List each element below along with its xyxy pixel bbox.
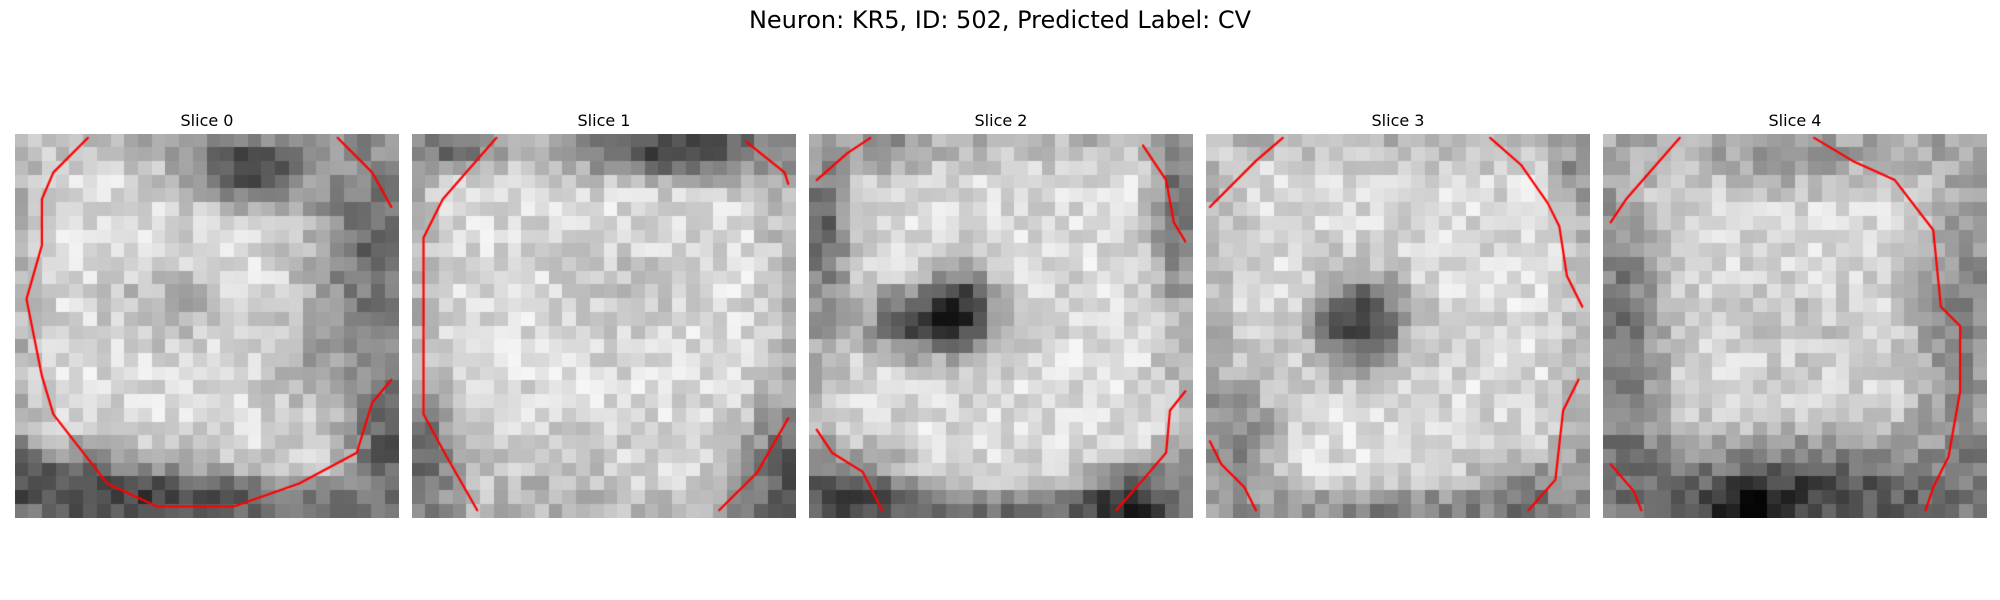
slice-title: Slice 3 xyxy=(1371,111,1425,130)
slice-title: Slice 4 xyxy=(1768,111,1822,130)
slice-image xyxy=(809,134,1193,518)
slice-image xyxy=(15,134,399,518)
slice-image xyxy=(1206,134,1590,518)
slice-panel-1: Slice 1 xyxy=(412,108,796,518)
figure-title: Neuron: KR5, ID: 502, Predicted Label: C… xyxy=(748,6,1252,34)
slice-panel-0: Slice 0 xyxy=(15,108,399,518)
slice-title: Slice 2 xyxy=(974,111,1028,130)
slice-panel-3: Slice 3 xyxy=(1206,108,1590,518)
slice-image xyxy=(412,134,796,518)
slice-image xyxy=(1603,134,1987,518)
slice-title: Slice 1 xyxy=(577,111,631,130)
slice-panel-4: Slice 4 xyxy=(1603,108,1987,518)
slice-panel-2: Slice 2 xyxy=(809,108,1193,518)
slice-title: Slice 0 xyxy=(180,111,234,130)
